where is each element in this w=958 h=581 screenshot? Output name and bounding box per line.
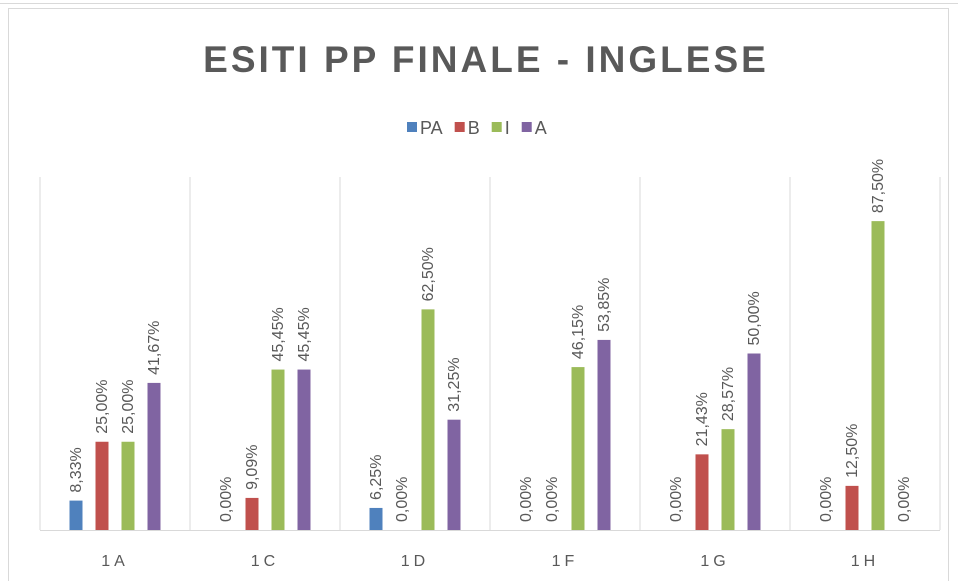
data-label: 21,43% bbox=[694, 392, 711, 446]
bar bbox=[95, 441, 109, 530]
bar bbox=[297, 369, 311, 530]
legend-swatch bbox=[491, 122, 502, 132]
bar bbox=[447, 419, 461, 530]
data-label: 50,00% bbox=[746, 291, 763, 345]
data-label: 25,00% bbox=[94, 379, 111, 433]
data-label: 0,00% bbox=[394, 477, 411, 522]
bar bbox=[421, 309, 435, 530]
data-label: 0,00% bbox=[544, 477, 561, 522]
x-tick-label: 1G bbox=[700, 553, 729, 570]
legend-label: I bbox=[505, 118, 510, 138]
legend-label: A bbox=[535, 118, 547, 138]
bar bbox=[571, 367, 585, 530]
legend-swatch bbox=[407, 122, 417, 132]
chart-title: ESITI PP FINALE - INGLESE bbox=[203, 39, 769, 80]
data-label: 45,45% bbox=[296, 307, 313, 361]
data-label: 41,67% bbox=[146, 321, 163, 375]
chart-frame bbox=[8, 8, 949, 581]
data-label: 46,15% bbox=[570, 305, 587, 359]
x-tick-label: 1H bbox=[851, 553, 879, 570]
bar bbox=[721, 429, 735, 530]
bar bbox=[121, 441, 135, 530]
x-tick-label: 1A bbox=[101, 553, 129, 570]
data-label: 0,00% bbox=[896, 477, 913, 522]
bar bbox=[271, 369, 285, 530]
bar bbox=[597, 339, 611, 530]
data-label: 0,00% bbox=[818, 477, 835, 522]
data-label: 45,45% bbox=[270, 307, 287, 361]
data-label: 12,50% bbox=[844, 424, 861, 478]
legend-swatch bbox=[521, 122, 532, 132]
legend-label: B bbox=[468, 118, 480, 138]
bar bbox=[747, 353, 761, 530]
data-label: 87,50% bbox=[870, 159, 887, 213]
data-label: 53,85% bbox=[596, 278, 613, 332]
legend-swatch bbox=[454, 122, 465, 132]
data-label: 9,09% bbox=[244, 445, 261, 490]
data-label: 25,00% bbox=[120, 379, 137, 433]
x-tick-label: 1C bbox=[251, 553, 279, 570]
bar bbox=[369, 507, 383, 530]
bar bbox=[69, 500, 83, 530]
x-tick-label: 1F bbox=[552, 553, 579, 570]
data-label: 62,50% bbox=[420, 247, 437, 301]
data-label: 0,00% bbox=[218, 477, 235, 522]
data-label: 28,57% bbox=[720, 367, 737, 421]
data-label: 6,25% bbox=[368, 455, 385, 500]
bar bbox=[871, 221, 885, 530]
legend-label: PA bbox=[420, 118, 443, 138]
data-label: 0,00% bbox=[668, 477, 685, 522]
bar bbox=[845, 485, 859, 530]
x-tick-label: 1D bbox=[401, 553, 429, 570]
data-label: 31,25% bbox=[446, 357, 463, 411]
data-label: 0,00% bbox=[518, 477, 535, 522]
bar bbox=[695, 454, 709, 530]
bar bbox=[147, 382, 161, 530]
bar bbox=[245, 497, 259, 530]
data-label: 8,33% bbox=[68, 447, 85, 492]
